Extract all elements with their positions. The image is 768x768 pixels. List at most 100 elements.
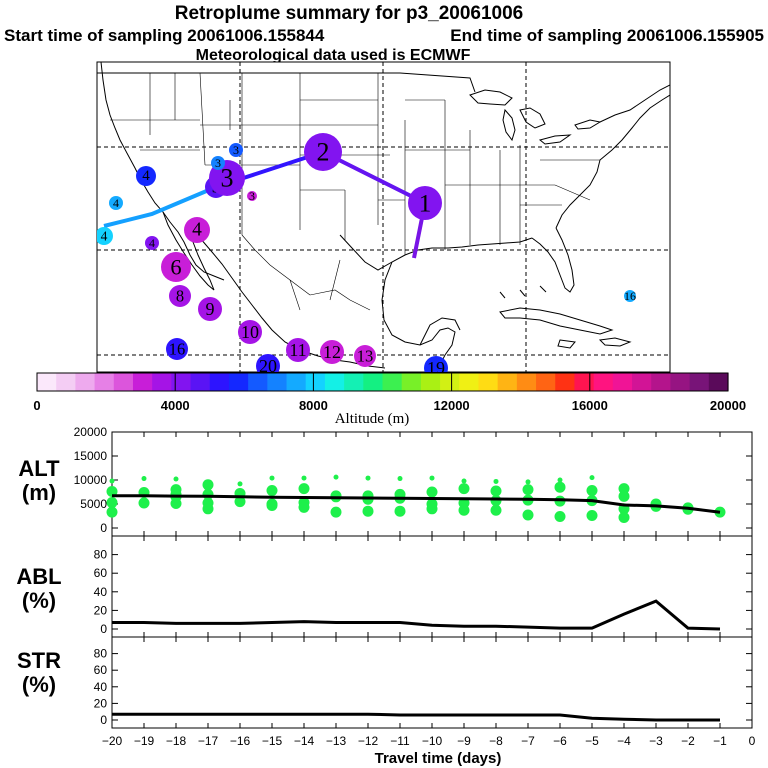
cluster-circle <box>211 156 225 170</box>
trajectory-line <box>103 185 217 228</box>
colorbar-tick-label: 12000 <box>434 398 470 413</box>
colorbar-tick-label: 16000 <box>572 398 608 413</box>
series-line <box>112 712 720 722</box>
y-tick-label: 60 <box>94 566 108 580</box>
alt-scatter-point <box>618 511 630 523</box>
alt-scatter-point <box>106 486 118 498</box>
cluster-marker: 13 <box>354 345 376 367</box>
cluster-label: 3 <box>249 189 255 203</box>
cluster-label: 3 <box>233 143 239 157</box>
cluster-marker: 4 <box>97 227 113 245</box>
colorbar-tick-label: 20000 <box>710 398 746 413</box>
cluster-circle <box>166 338 188 360</box>
x-axis-label: Travel time (days) <box>375 750 502 767</box>
alt-scatter-point <box>522 509 534 521</box>
cluster-circle <box>198 297 222 321</box>
cluster-label: 3 <box>221 164 234 193</box>
cluster-marker: 4 <box>184 217 210 243</box>
alt-scatter-point <box>525 479 531 485</box>
y-tick-label: 5000 <box>80 497 107 511</box>
cluster-marker: 3 <box>211 156 225 170</box>
series-line <box>112 494 721 514</box>
colorbar-cell <box>497 373 518 391</box>
cluster-circle <box>229 143 243 157</box>
colorbar-cell <box>75 373 96 391</box>
x-tick-label: 0 <box>749 734 756 748</box>
cluster-label: 1 <box>419 189 432 218</box>
cluster-circle <box>624 290 636 302</box>
alt-scatter-point <box>266 499 278 511</box>
alt-scatter-point <box>554 510 566 522</box>
cluster-label: 4 <box>192 220 202 241</box>
alt-scatter-point <box>333 474 339 480</box>
alt-scatter-point <box>298 501 310 513</box>
cluster-label: 8 <box>176 287 184 306</box>
cluster-label: 16 <box>169 340 186 359</box>
colorbar-cell <box>689 373 710 391</box>
met-data-text: Meteorological data used is ECMWF <box>196 47 471 64</box>
cluster-marker: 16 <box>624 289 636 303</box>
alt-scatter-point <box>109 478 115 484</box>
cluster-label: 4 <box>149 236 155 250</box>
y-tick-label: 80 <box>94 647 108 661</box>
x-tick-label: −9 <box>457 734 471 748</box>
y-tick-label: 10000 <box>74 473 108 487</box>
alt-scatter-point <box>237 481 243 487</box>
cluster-label: 6 <box>170 255 181 280</box>
colorbar-cell <box>440 373 460 391</box>
alt-scatter-point <box>490 485 502 497</box>
colorbar-tick-label: 0 <box>33 398 40 413</box>
alt-scatter-point <box>493 478 499 484</box>
x-tick-label: −19 <box>134 734 155 748</box>
cluster-marker: 20 <box>256 354 280 372</box>
alt-scatter-point <box>106 497 118 509</box>
cluster-circle <box>161 252 191 282</box>
start-sampling-text: Start time of sampling 20061006.155844 <box>4 26 325 45</box>
alt-scatter-point <box>522 484 534 496</box>
str-ylabel-line1: STR <box>17 648 61 673</box>
alt-scatter-point <box>202 479 214 491</box>
cluster-label: 4 <box>142 168 150 184</box>
cluster-marker: 4 <box>109 196 123 210</box>
x-tick-label: −12 <box>358 734 379 748</box>
cluster-label: 4 <box>101 229 108 244</box>
abl-panel: 0 20 40 60 80 <box>94 536 753 637</box>
time-series-panels: 0 5000 10000 15000 20000 0 20 40 60 80 0 20 40 60 80… <box>16 425 755 767</box>
alt-scatter-point <box>394 505 406 517</box>
colorbar-cell <box>344 373 364 391</box>
colorbar-cell <box>56 373 76 391</box>
cluster-label: 3 <box>215 156 221 170</box>
altitude-colorbar: 0 4000 8000 12000 16000 20000 Altitude (m) <box>33 372 746 427</box>
cluster-label: 4 <box>113 196 119 210</box>
colorbar-tick-label: 8000 <box>299 398 328 413</box>
cluster-circle <box>136 166 156 186</box>
x-tick-label: −16 <box>230 734 251 748</box>
colorbar-cell <box>113 373 134 391</box>
colorbar-cell <box>171 373 192 391</box>
colorbar-cell <box>248 373 268 391</box>
y-tick-label: 20 <box>94 696 108 710</box>
y-tick-label: 40 <box>94 585 108 599</box>
colorbar-cell <box>286 373 307 391</box>
x-tick-label: −13 <box>326 734 347 748</box>
y-tick-label: 40 <box>94 680 108 694</box>
colorbar-tick-label: 4000 <box>161 398 190 413</box>
trajectory-line <box>322 150 426 205</box>
alt-scatter-point <box>586 510 598 522</box>
abl-ylabel-line1: ABL <box>16 564 61 589</box>
colorbar-cell <box>382 373 403 391</box>
cluster-circle <box>256 354 280 372</box>
x-tick-label: −20 <box>102 734 123 748</box>
alt-scatter-point <box>586 485 598 497</box>
colorbar-cell <box>670 373 691 391</box>
y-tick-label: 20000 <box>74 425 108 439</box>
cluster-marker: 9 <box>198 297 222 321</box>
alt-scatter-point <box>554 481 566 493</box>
colorbar-cells <box>37 373 729 391</box>
cluster-circle <box>238 320 262 344</box>
alt-scatter-point <box>202 488 214 500</box>
cluster-circle <box>408 186 442 220</box>
colorbar-ticks: 0 4000 8000 12000 16000 20000 <box>33 373 746 413</box>
x-tick-label: −1 <box>713 734 727 748</box>
colorbar-cell <box>516 373 537 391</box>
